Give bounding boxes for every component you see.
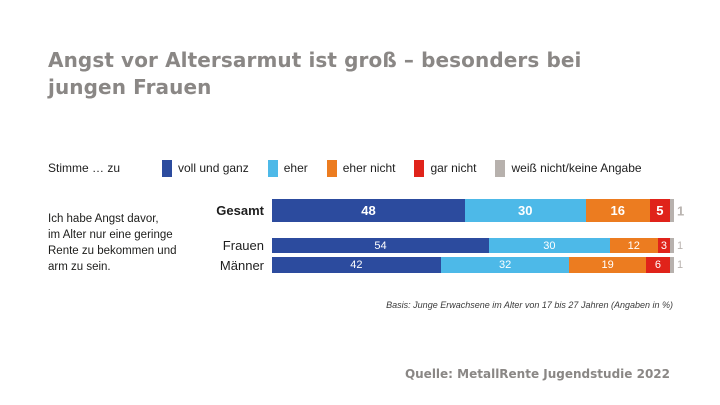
bar-segment-value: 30 [518, 203, 533, 218]
legend-swatch [495, 160, 506, 177]
legend-item: voll und ganz [162, 160, 249, 177]
bar-segment: 16 [585, 199, 650, 222]
bar-segment [669, 199, 674, 222]
bar-segment-value-outside: 1 [677, 239, 684, 252]
bar-segment-value: 48 [361, 203, 376, 218]
bar-segment: 30 [464, 199, 586, 222]
legend-swatch [326, 160, 337, 177]
bar-segment-value: 30 [543, 239, 556, 252]
page-title: Angst vor Altersarmut ist groß – besonde… [48, 48, 582, 99]
bar-segment [669, 257, 674, 273]
bar-segment: 30 [489, 238, 610, 253]
legend-swatch [267, 160, 278, 177]
legend-item-label: gar nicht [430, 161, 477, 175]
bar-segment: 48 [272, 199, 465, 222]
bar-segment: 5 [649, 199, 670, 222]
legend-item-label: eher nicht [342, 161, 396, 175]
bar-segment-value: 12 [627, 239, 640, 252]
legend-swatch [162, 160, 172, 177]
bar: 54 30 12 3 1 [272, 238, 683, 253]
legend-item-label: voll und ganz [178, 161, 249, 175]
legend-item: eher [267, 160, 308, 177]
bar-segment: 19 [569, 257, 646, 273]
bar-segment-value-outside: 1 [677, 203, 685, 218]
bar-segment-value: 5 [656, 203, 664, 218]
legend-item: gar nicht [414, 160, 476, 177]
bar-segment: 3 [657, 238, 670, 253]
bar-segment-value: 3 [660, 239, 667, 252]
bar-segment-value: 32 [499, 259, 512, 271]
bar-segment-value: 19 [601, 259, 614, 271]
legend-item-label: eher [283, 161, 308, 175]
bar-segment: 42 [272, 257, 441, 273]
legend-item: weiß nicht/keine Angabe [495, 160, 642, 177]
bar-segment: 32 [440, 257, 570, 273]
bar-segment-value: 42 [350, 259, 363, 271]
legend: voll und ganz eher eher nicht gar nicht weiß… [162, 160, 642, 177]
bar-segment-value: 54 [374, 239, 387, 252]
legend-prefix: Stimme … zu [48, 161, 121, 175]
legend-item: eher nicht [326, 160, 396, 177]
legend-item-label: weiß nicht/keine Angabe [511, 161, 642, 175]
statement-text: Ich habe Angst davor, im Alter nur eine … [48, 213, 177, 273]
source-credit: Quelle: MetallRente Jugendstudie 2022 [404, 367, 670, 381]
basis-note: Basis: Junge Erwachsene im Alter von 17 … [386, 300, 673, 310]
bar-segment: 6 [645, 257, 670, 273]
legend-swatch [414, 160, 425, 177]
bar: 42 32 19 6 1 [272, 257, 683, 273]
bar-segment-value: 6 [654, 259, 661, 271]
bar-segment [669, 238, 674, 253]
bar-segment: 54 [272, 238, 490, 253]
bar: 48 30 16 5 1 [272, 199, 684, 222]
bar-segment-value: 16 [610, 203, 625, 218]
bar-segment: 12 [609, 238, 658, 253]
bar-segment-value-outside: 1 [677, 259, 684, 271]
